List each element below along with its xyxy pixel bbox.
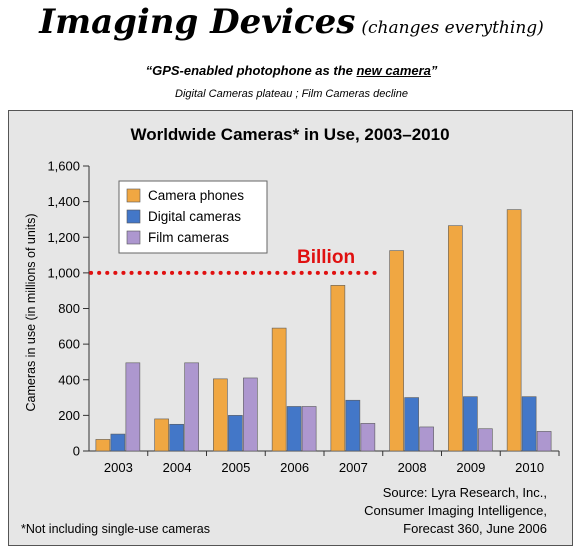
tagline: Digital Cameras plateau ; Film Cameras d… [175,88,408,100]
y-tick-label: 600 [58,337,80,352]
bar-digital-cameras-2005 [228,415,243,452]
legend-swatch [126,230,141,245]
bar-digital-cameras-2006 [286,406,302,452]
bar-film-cameras-2008 [419,426,434,452]
y-tick-label: 1,000 [47,265,80,280]
bar-film-cameras-2006 [301,406,317,452]
chart: Worldwide Cameras* in Use, 2003–2010 Cam… [21,125,560,536]
legend: Camera phones Digital cameras Film cameras [118,180,268,254]
billion-label: Billion [297,247,355,268]
y-tick-label: 1,600 [47,159,80,174]
bar-camera-phones-2003 [95,439,111,452]
bar-film-cameras-2009 [478,428,493,452]
bar-camera-phones-2006 [271,327,287,452]
y-tick-label: 1,400 [47,194,80,209]
chart-title: Worldwide Cameras* in Use, 2003–2010 [130,125,449,144]
source-note: Source: Lyra Research, Inc., Consumer Ima… [364,485,547,536]
source-line: Source: Lyra Research, Inc., [383,485,547,500]
y-tick-label: 0 [73,444,80,459]
x-tick-label: 2010 [515,460,544,475]
bars [95,209,552,452]
bar-camera-phones-2005 [213,378,228,452]
bar-camera-phones-2007 [330,285,346,452]
source-line: Consumer Imaging Intelligence, [364,503,547,518]
bar-digital-cameras-2009 [463,396,478,452]
bar-camera-phones-2004 [154,418,169,452]
bar-film-cameras-2010 [536,431,552,452]
bar-film-cameras-2003 [125,362,141,452]
bar-digital-cameras-2007 [345,399,361,452]
bar-film-cameras-2004 [184,362,199,452]
legend-swatch [126,209,141,224]
legend-box [118,180,268,254]
x-tick-label: 2006 [280,460,309,475]
bar-digital-cameras-2004 [169,423,184,452]
legend-label: Digital cameras [148,209,241,224]
bar-digital-cameras-2003 [110,433,126,452]
y-tick-label: 200 [58,408,80,423]
y-tick-label: 400 [58,372,80,387]
x-tick-label: 2004 [163,460,192,475]
legend-label: Camera phones [148,188,244,203]
bar-digital-cameras-2010 [521,396,537,452]
page-title: Imaging Devices (changes everything) [39,2,544,42]
axes: 0 200 400 600 800 1,000 1,200 1,400 1,600 2003 200… [47,159,560,475]
page-subtitle: (changes everything) [361,18,544,38]
billion-annotation: Billion [89,247,381,275]
chart-panel: Worldwide Cameras* in Use, 2003–2010 Cam… [8,110,573,546]
x-tick-label: 2005 [221,460,250,475]
legend-swatch [126,188,141,203]
y-tick-label: 800 [58,301,80,316]
y-tick-label: 1,200 [47,230,80,245]
x-tick-label: 2009 [456,460,485,475]
x-tick-label: 2008 [398,460,427,475]
y-axis-label: Cameras in use (in millions of units) [24,214,38,412]
bar-camera-phones-2009 [448,225,463,452]
quote-underlined-text: new camera [356,63,431,78]
x-tick-label: 2007 [339,460,368,475]
bar-film-cameras-2007 [360,423,376,452]
legend-label: Film cameras [148,230,229,245]
bar-film-cameras-2005 [243,377,258,452]
x-tick-label: 2003 [104,460,133,475]
bar-digital-cameras-2008 [404,397,419,452]
bar-camera-phones-2010 [506,209,522,452]
bar-camera-phones-2008 [389,250,404,452]
quote: “GPS-enabled photophone as the new camer… [145,63,438,78]
source-line: Forecast 360, June 2006 [403,521,547,536]
footnote: *Not including single-use cameras [21,522,210,536]
